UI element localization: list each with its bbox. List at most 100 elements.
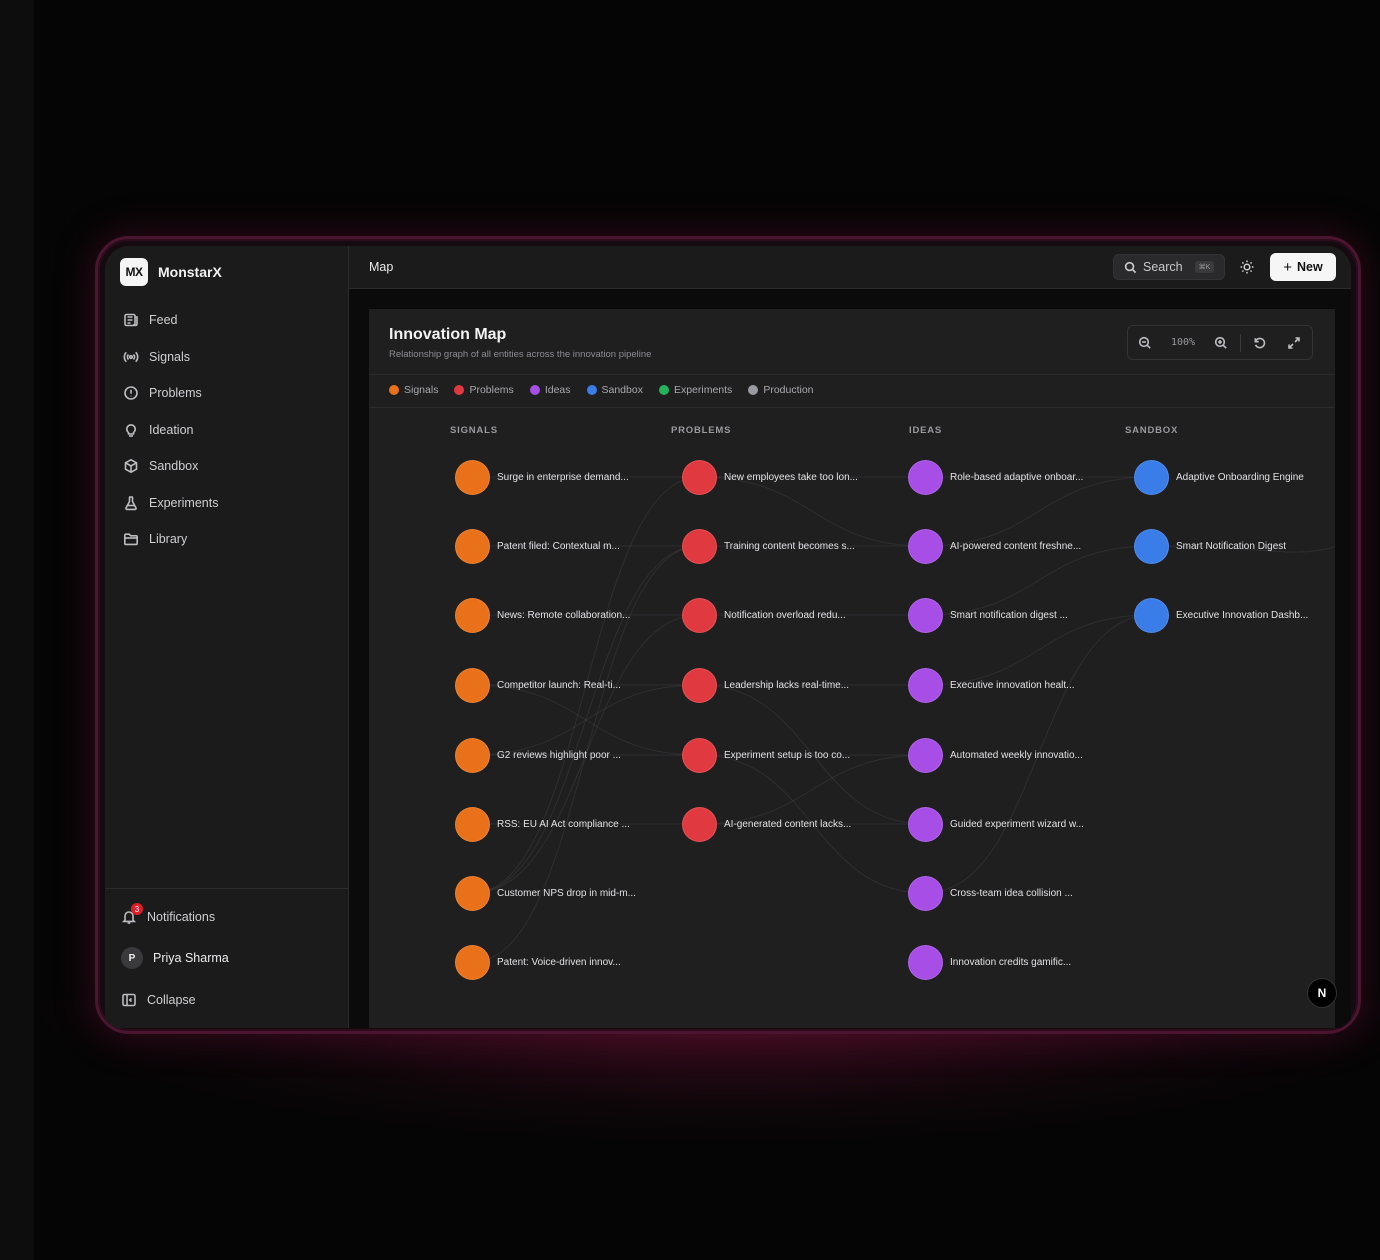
sandbox-node[interactable]: Smart Notification Digest xyxy=(1134,527,1286,565)
problems-node[interactable]: Notification overload redu... xyxy=(682,596,846,634)
collapse-label: Collapse xyxy=(147,993,196,1007)
folder-icon xyxy=(124,533,138,546)
bell-icon xyxy=(122,911,136,924)
ideas-node[interactable]: Executive innovation healt... xyxy=(908,666,1075,704)
ideas-node[interactable]: AI-powered content freshne... xyxy=(908,527,1081,565)
sandbox-node[interactable]: Adaptive Onboarding Engine xyxy=(1134,458,1304,496)
ideas-node[interactable]: Cross-team idea collision ... xyxy=(908,874,1073,912)
plus-icon: + xyxy=(1283,258,1293,276)
column-header-sandbox: SANDBOX xyxy=(1125,425,1179,436)
legend-label: Signals xyxy=(404,384,439,396)
node-label: Smart Notification Digest xyxy=(1176,540,1287,552)
sidebar-item-signals[interactable]: Signals xyxy=(117,339,337,375)
node-circle xyxy=(908,875,943,911)
device-frame: MX MonstarX Feed Signals Problems xyxy=(95,236,1361,1034)
problems-node[interactable]: Experiment setup is too co... xyxy=(682,736,850,774)
node-label: Executive innovation healt... xyxy=(950,679,1075,691)
graph-edge xyxy=(472,545,700,894)
sidebar-item-library[interactable]: Library xyxy=(117,521,337,557)
search-button[interactable]: Search ⌘K xyxy=(1113,254,1225,280)
signals-node[interactable]: RSS: EU AI Act compliance ... xyxy=(455,805,630,843)
zoom-in-button[interactable] xyxy=(1204,326,1238,359)
sidebar-item-feed[interactable]: Feed xyxy=(117,302,337,338)
sidebar-item-problems[interactable]: Problems xyxy=(117,375,337,411)
legend-item-ideas[interactable]: Ideas xyxy=(529,384,571,396)
legend-label: Ideas xyxy=(544,384,571,396)
node-label: Cross-team idea collision ... xyxy=(950,887,1073,899)
signals-node[interactable]: Surge in enterprise demand... xyxy=(455,458,629,496)
collapse-button[interactable]: Collapse xyxy=(121,992,196,1008)
signals-node[interactable]: Patent filed: Contextual m... xyxy=(455,527,620,565)
sandbox-node[interactable]: Executive Innovation Dashb... xyxy=(1134,596,1308,634)
graph-edges xyxy=(472,476,1335,963)
signals-node[interactable]: News: Remote collaboration... xyxy=(455,596,630,634)
node-label: Smart notification digest ... xyxy=(950,609,1068,621)
signals-node[interactable]: Patent: Voice-driven innov... xyxy=(455,943,621,981)
node-label: New employees take too lon... xyxy=(724,471,858,483)
notifications-button[interactable]: 3 Notifications xyxy=(121,903,215,925)
ideas-node[interactable]: Automated weekly innovatio... xyxy=(908,736,1083,774)
sidebar-item-label: Signals xyxy=(149,349,190,364)
node-circle xyxy=(908,597,943,633)
reset-view-button[interactable] xyxy=(1243,326,1277,359)
node-circle xyxy=(908,459,943,495)
node-label: Adaptive Onboarding Engine xyxy=(1176,471,1304,483)
zoom-controls: 100% xyxy=(1127,325,1313,360)
node-label: Competitor launch: Real-ti... xyxy=(497,679,621,691)
signals-node[interactable]: Customer NPS drop in mid-m... xyxy=(455,874,636,912)
node-circle xyxy=(455,875,490,911)
problems-node[interactable]: New employees take too lon... xyxy=(682,458,858,496)
node-circle xyxy=(455,528,490,564)
app-window: MX MonstarX Feed Signals Problems xyxy=(105,246,1351,1028)
alert-circle-icon xyxy=(124,386,138,400)
graph-edge xyxy=(699,476,926,547)
ideas-node[interactable]: Guided experiment wizard w... xyxy=(908,805,1084,843)
legend-item-experiments[interactable]: Experiments xyxy=(658,384,732,396)
sidebar-item-label: Library xyxy=(149,532,188,546)
legend-dot xyxy=(658,385,669,395)
sidebar-item-sandbox[interactable]: Sandbox xyxy=(117,448,337,484)
page-subtitle: Relationship graph of all entities acros… xyxy=(389,349,652,360)
avatar: P xyxy=(121,947,143,969)
node-label: Innovation credits gamific... xyxy=(950,956,1072,968)
ideas-node[interactable]: Innovation credits gamific... xyxy=(908,943,1071,981)
theme-toggle-button[interactable] xyxy=(1239,259,1255,275)
dev-tools-button[interactable]: N xyxy=(1307,978,1337,1008)
divider xyxy=(1240,333,1241,352)
node-circle xyxy=(682,459,717,495)
graph-edge xyxy=(925,476,1152,547)
graph-edge xyxy=(925,614,1152,686)
brand[interactable]: MX MonstarX xyxy=(120,258,222,286)
node-circle xyxy=(682,597,717,633)
sidebar-footer: 3 Notifications P Priya Sharma Collapse xyxy=(105,888,348,1007)
legend-item-production[interactable]: Production xyxy=(748,384,814,396)
sidebar-item-label: Ideation xyxy=(149,422,194,437)
bell-icon-wrap: 3 xyxy=(121,903,143,925)
graph-edge xyxy=(699,684,926,825)
graph-edge xyxy=(472,684,700,756)
node-circle xyxy=(455,597,490,633)
legend-dot xyxy=(586,385,597,395)
main-content: Innovation Map Relationship graph of all… xyxy=(349,289,1351,1028)
problems-node[interactable]: Leadership lacks real-time... xyxy=(682,666,849,704)
sidebar-item-label: Experiments xyxy=(149,495,219,510)
sidebar-item-experiments[interactable]: Experiments xyxy=(117,485,337,521)
user-profile[interactable]: P Priya Sharma xyxy=(121,947,229,969)
fullscreen-button[interactable] xyxy=(1277,326,1311,359)
legend-item-problems[interactable]: Problems xyxy=(454,384,514,396)
signals-node[interactable]: Competitor launch: Real-ti... xyxy=(455,666,621,704)
node-circle xyxy=(908,806,943,842)
ideas-node[interactable]: Smart notification digest ... xyxy=(908,596,1068,634)
legend-dot xyxy=(529,385,540,395)
problems-node[interactable]: Training content becomes s... xyxy=(682,527,855,565)
problems-node[interactable]: AI-generated content lacks... xyxy=(682,805,851,843)
sidebar-item-ideation[interactable]: Ideation xyxy=(117,412,337,448)
legend-item-signals[interactable]: Signals xyxy=(389,384,438,396)
zoom-out-button[interactable] xyxy=(1128,326,1162,359)
new-button[interactable]: + New xyxy=(1270,253,1336,281)
signals-node[interactable]: G2 reviews highlight poor ... xyxy=(455,736,621,774)
node-label: Executive Innovation Dashb... xyxy=(1176,609,1309,621)
legend-item-sandbox[interactable]: Sandbox xyxy=(586,384,643,396)
legend-bar: Signals Problems Ideas Sandbox Experiments Pr… xyxy=(369,374,1335,408)
ideas-node[interactable]: Role-based adaptive onboar... xyxy=(908,458,1083,496)
